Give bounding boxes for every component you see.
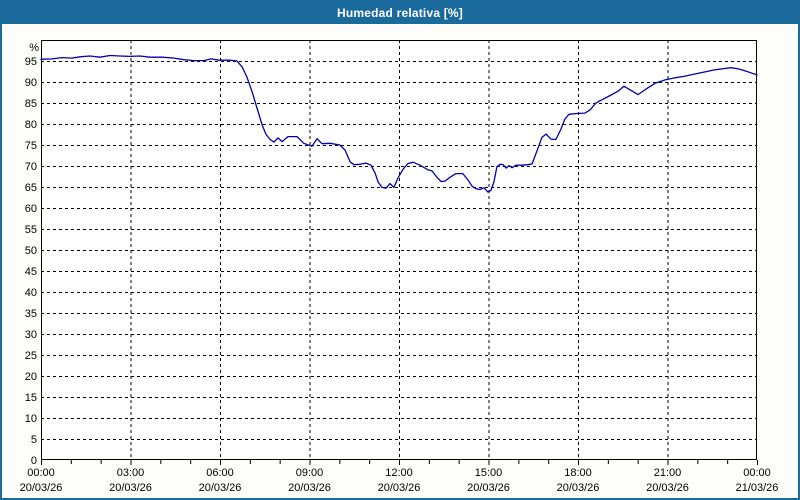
- y-tick-label: 70: [25, 161, 37, 173]
- x-tick-date-label: 20/03/26: [109, 482, 152, 494]
- x-tick-date-label: 20/03/26: [467, 482, 510, 494]
- h-gridlines: [41, 61, 757, 440]
- y-tick-label: 90: [25, 77, 37, 89]
- y-tick-label: 65: [25, 182, 37, 194]
- y-tick-label: 95: [25, 56, 37, 68]
- x-tick-date-label: 20/03/26: [646, 482, 689, 494]
- title-bar: Humedad relativa [%]: [2, 2, 798, 24]
- chart-title: Humedad relativa [%]: [336, 6, 464, 20]
- y-axis-unit-label: %: [29, 42, 39, 54]
- x-tick-time-label: 03:00: [117, 467, 145, 479]
- y-tick-label: 80: [25, 119, 37, 131]
- x-tick-date-label: 20/03/26: [378, 482, 421, 494]
- x-axis-labels: 00:00 20/03/26 03:00 20/03/26 06:00 20/03/26 0…: [20, 467, 779, 494]
- x-tick-date-label: 20/03/26: [288, 482, 331, 494]
- x-tick-time-label: 00:00: [27, 467, 55, 479]
- y-tick-label: 75: [25, 140, 37, 152]
- x-tick-time-label: 09:00: [296, 467, 324, 479]
- humidity-chart: 05101520253035404550556065707580859095%0…: [20, 40, 779, 494]
- y-tick-label: 10: [25, 413, 37, 425]
- x-tick-time-label: 12:00: [385, 467, 413, 479]
- v-gridlines: [130, 40, 669, 460]
- humidity-series-line: [40, 54, 758, 193]
- hour-ticks: [41, 460, 758, 465]
- y-tick-label: 45: [25, 266, 37, 278]
- x-tick-time-label: 00:00: [743, 467, 771, 479]
- x-tick-time-label: 21:00: [654, 467, 682, 479]
- x-tick-date-label: 20/03/26: [20, 482, 63, 494]
- x-tick-date-label: 20/03/26: [199, 482, 242, 494]
- y-tick-label: 5: [31, 434, 37, 446]
- y-tick-label: 40: [25, 287, 37, 299]
- y-tick-label: 0: [31, 455, 37, 467]
- y-tick-label: 60: [25, 203, 37, 215]
- x-tick-time-label: 15:00: [475, 467, 503, 479]
- chart-area: 0 5 10 15 20 25 30 35 40 45 50 55 60 65 70 75 80 85 90 95% 0…: [2, 24, 798, 498]
- x-tick-time-label: 18:00: [564, 467, 592, 479]
- x-tick-time-label: 06:00: [206, 467, 234, 479]
- y-axis-labels: 0 5 10 15 20 25 30 35 40 45 50 55 60 65 70 75 80 85 90 95%: [25, 42, 39, 467]
- y-tick-label: 30: [25, 329, 37, 341]
- y-tick-label: 85: [25, 98, 37, 110]
- y-tick-label: 50: [25, 245, 37, 257]
- y-tick-label: 35: [25, 308, 37, 320]
- y-tick-label: 15: [25, 392, 37, 404]
- y-tick-label: 25: [25, 350, 37, 362]
- y-tick-label: 20: [25, 371, 37, 383]
- x-tick-date-label: 21/03/26: [736, 482, 779, 494]
- x-tick-date-label: 20/03/26: [557, 482, 600, 494]
- y-tick-label: 55: [25, 224, 37, 236]
- plot-border: [41, 40, 757, 460]
